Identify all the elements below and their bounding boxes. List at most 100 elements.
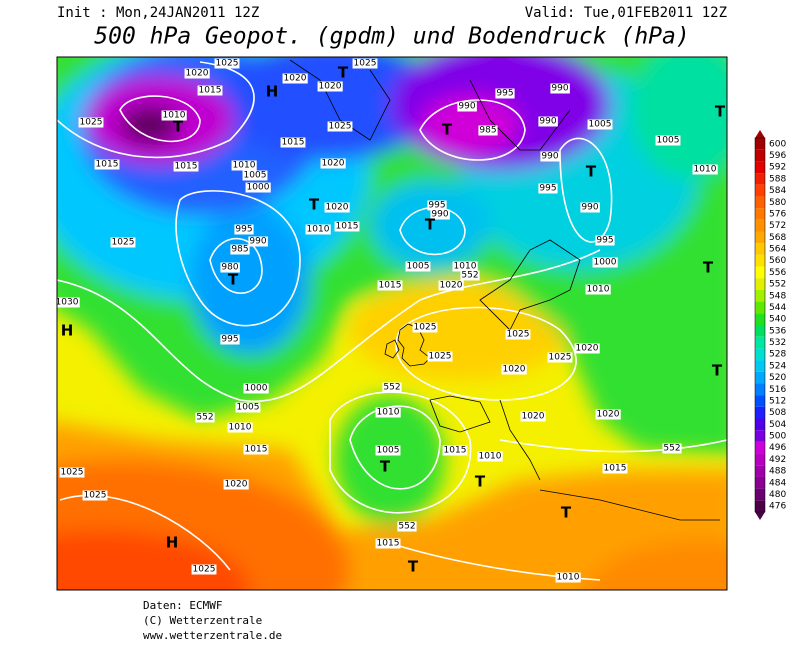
isobar-label: 1010 xyxy=(233,161,256,171)
colorbar-swatch xyxy=(755,149,765,162)
isobar-label: 990 xyxy=(249,237,266,247)
pressure-system: H xyxy=(61,322,74,340)
isobar-label-bg xyxy=(305,224,331,235)
isobar-label: 1005 xyxy=(589,120,612,130)
pressure-system: H xyxy=(166,534,179,552)
colorbar-label: 496 xyxy=(769,443,786,453)
pressure-system: T xyxy=(228,271,239,289)
isobar-label-bg xyxy=(427,351,453,362)
pressure-system: T xyxy=(380,458,391,476)
isobar-label: 1005 xyxy=(407,262,430,272)
pressure-system: T xyxy=(338,64,349,82)
colorbar-cap-top xyxy=(755,130,765,138)
pressure-system: T xyxy=(442,121,453,139)
isobar-label-bg xyxy=(495,88,515,99)
isobar-label-bg xyxy=(59,467,85,478)
isobar-label-bg xyxy=(248,236,268,247)
credit-line: (C) Wetterzentrale xyxy=(143,614,262,627)
colorbar-label: 504 xyxy=(769,420,786,430)
isobar-label-bg xyxy=(457,101,477,112)
isobar-label: 1015 xyxy=(282,138,305,148)
colorbar-swatch xyxy=(755,348,765,361)
isobar-label: 1020 xyxy=(503,365,526,375)
colorbar-swatch xyxy=(755,325,765,337)
isobar-label: 1015 xyxy=(199,86,222,96)
colorbar-swatch xyxy=(755,430,765,442)
isobar-label-bg xyxy=(547,352,573,363)
isobar-label-bg xyxy=(327,121,353,132)
isobar-label-bg xyxy=(397,521,417,532)
isobar-label-bg xyxy=(227,422,253,433)
colorbar-label: 500 xyxy=(769,432,786,442)
isobar-label: 1010 xyxy=(229,423,252,433)
isobar-label: 995 xyxy=(596,236,613,246)
colorbar-label: 584 xyxy=(769,186,786,196)
isobar-label: 1020 xyxy=(284,74,307,84)
isobar-label-bg xyxy=(505,329,531,340)
isobar-label: 1010 xyxy=(587,285,610,295)
isobar-label: 1025 xyxy=(549,353,572,363)
colorbar-label: 528 xyxy=(769,350,786,360)
isobar-label-bg xyxy=(231,160,257,171)
isobar-label: 990 xyxy=(458,102,475,112)
isobar-label: 1005 xyxy=(244,171,267,181)
isobar-label-bg xyxy=(382,382,402,393)
isobar-label-bg xyxy=(280,137,306,148)
isobar-label-bg xyxy=(214,58,240,69)
isobar-label: 1015 xyxy=(604,464,627,474)
isobar-label: 995 xyxy=(235,225,252,235)
colorbar-cap-bottom xyxy=(755,512,765,520)
isobar-label-bg xyxy=(197,85,223,96)
isobar-label-bg xyxy=(587,119,613,130)
isobar-label: 995 xyxy=(221,335,238,345)
isobar-label-bg xyxy=(223,479,249,490)
isobar-label-bg xyxy=(555,572,581,583)
colorbar-label: 524 xyxy=(769,361,786,371)
isobar-label-bg xyxy=(242,170,268,181)
isobar-label: 1025 xyxy=(329,122,352,132)
colorbar-swatch xyxy=(755,231,765,244)
colorbar-swatch xyxy=(755,196,765,209)
isobar-label-bg xyxy=(585,284,611,295)
isobar-label-bg xyxy=(375,445,401,456)
colorbar-swatch xyxy=(755,418,765,431)
isobar-label: 995 xyxy=(539,184,556,194)
isobar-label-bg xyxy=(245,182,271,193)
isobar-label: 552 xyxy=(398,522,415,532)
colorbar-swatch xyxy=(755,313,765,325)
isobar-label: 1025 xyxy=(354,59,377,69)
isobar-label: 1030 xyxy=(56,298,79,308)
colorbar-label: 492 xyxy=(769,455,786,465)
isobar-label: 1015 xyxy=(379,281,402,291)
isobar-label-bg xyxy=(460,270,480,281)
isobar-label-bg xyxy=(110,237,136,248)
colorbar-label: 512 xyxy=(769,396,786,406)
isobar-label-bg xyxy=(220,334,240,345)
isobar-label-bg xyxy=(662,443,682,454)
colorbar-swatch xyxy=(755,406,765,419)
isobar-label-bg xyxy=(82,490,108,501)
colorbar-label: 544 xyxy=(769,303,786,313)
colorbar-swatch xyxy=(755,336,765,349)
isobar-label-bg xyxy=(377,280,403,291)
colorbar-label: 476 xyxy=(769,502,786,512)
colorbar-label: 596 xyxy=(769,151,786,161)
isobar-label: 1025 xyxy=(414,323,437,333)
isobar-label: 990 xyxy=(431,210,448,220)
isobar-label-bg xyxy=(538,183,558,194)
colorbar-swatch xyxy=(755,441,765,454)
isobar-label-bg xyxy=(243,444,269,455)
pressure-system: H xyxy=(266,83,279,101)
colorbar-swatch xyxy=(755,219,765,232)
colorbar-swatch xyxy=(755,278,765,290)
pressure-system: T xyxy=(309,196,320,214)
pressure-system: T xyxy=(475,473,486,491)
colorbar-label: 572 xyxy=(769,221,786,231)
isobar-label-bg xyxy=(592,257,618,268)
colorbar-swatch xyxy=(755,173,765,185)
isobar-label: 552 xyxy=(663,444,680,454)
map-field: 1020102510151020102010259959909909859901… xyxy=(56,57,727,590)
isobar-label-bg xyxy=(94,159,120,170)
isobar-label: 1020 xyxy=(319,82,342,92)
isobar-label-bg xyxy=(430,209,450,220)
